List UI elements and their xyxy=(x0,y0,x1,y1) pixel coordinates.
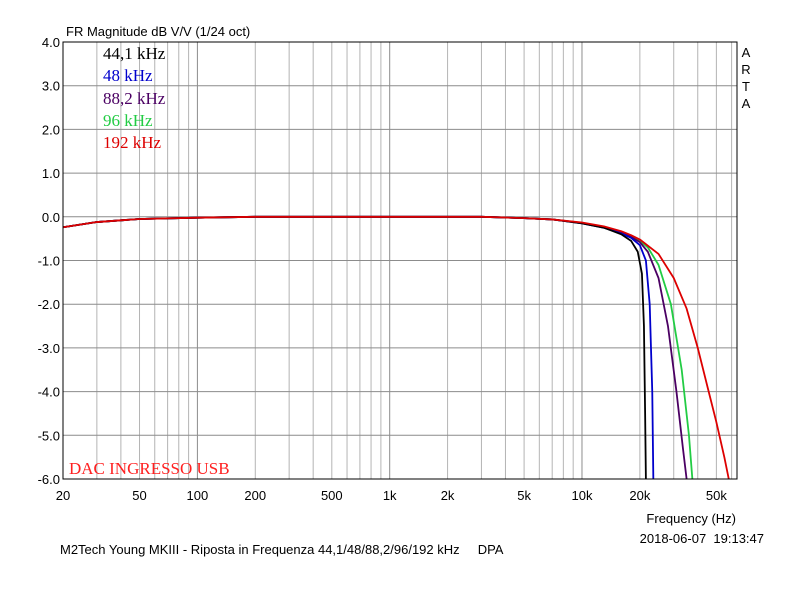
arta-letter-4: A xyxy=(742,96,751,111)
x-tick-label: 100 xyxy=(187,488,209,503)
y-tick-label: -4.0 xyxy=(38,385,60,400)
y-tick-label: -1.0 xyxy=(38,254,60,269)
legend-entry-88k2: 88,2 kHz xyxy=(103,89,166,108)
y-tick-label: -3.0 xyxy=(38,341,60,356)
arta-letter-2: R xyxy=(741,62,750,77)
x-tick-label: 10k xyxy=(571,488,592,503)
arta-letter-1: A xyxy=(742,45,751,60)
series-line-192-khz xyxy=(63,215,730,479)
y-tick-label: -6.0 xyxy=(38,472,60,487)
y-tick-label: 0.0 xyxy=(42,210,60,225)
tick-layer: 20 50 100 200 500 1k 2k 5k 10k 20k 50k 4.0 3.0 2.0 1.0… xyxy=(38,35,728,503)
x-tick-label: 200 xyxy=(244,488,266,503)
y-tick-label: 4.0 xyxy=(42,35,60,50)
x-tick-label: 20 xyxy=(56,488,70,503)
x-tick-label: 20k xyxy=(629,488,650,503)
legend: 44,1 kHz 48 kHz 88,2 kHz 96 kHz 192 kHz xyxy=(103,44,166,152)
x-tick-label: 1k xyxy=(383,488,397,503)
legend-entry-48k: 48 kHz xyxy=(103,66,153,85)
x-tick-label: 5k xyxy=(517,488,531,503)
y-tick-label: 1.0 xyxy=(42,166,60,181)
y-tick-label: -2.0 xyxy=(38,297,60,312)
x-tick-label: 50 xyxy=(132,488,146,503)
x-axis-label: Frequency (Hz) xyxy=(646,511,736,526)
series-layer xyxy=(63,215,730,479)
arta-logo: A R T A xyxy=(741,45,750,111)
y-tick-label: 3.0 xyxy=(42,79,60,94)
y-tick-label: 2.0 xyxy=(42,122,60,137)
legend-entry-192k: 192 kHz xyxy=(103,133,162,152)
y-tick-label: -5.0 xyxy=(38,428,60,443)
footer-caption: M2Tech Young MKIII - Riposta in Frequenz… xyxy=(60,542,504,557)
x-tick-label: 500 xyxy=(321,488,343,503)
plot-frame xyxy=(62,41,738,480)
chart-title: FR Magnitude dB V/V (1/24 oct) xyxy=(66,24,250,39)
timestamp: 2018-06-07 19:13:47 xyxy=(640,531,764,546)
grid-layer xyxy=(63,42,737,479)
legend-entry-96k: 96 kHz xyxy=(103,111,153,130)
arta-letter-3: T xyxy=(742,79,750,94)
x-tick-label: 50k xyxy=(706,488,727,503)
legend-entry-44k1: 44,1 kHz xyxy=(103,44,166,63)
x-tick-label: 2k xyxy=(441,488,455,503)
watermark-text: DAC INGRESSO USB xyxy=(69,459,230,478)
